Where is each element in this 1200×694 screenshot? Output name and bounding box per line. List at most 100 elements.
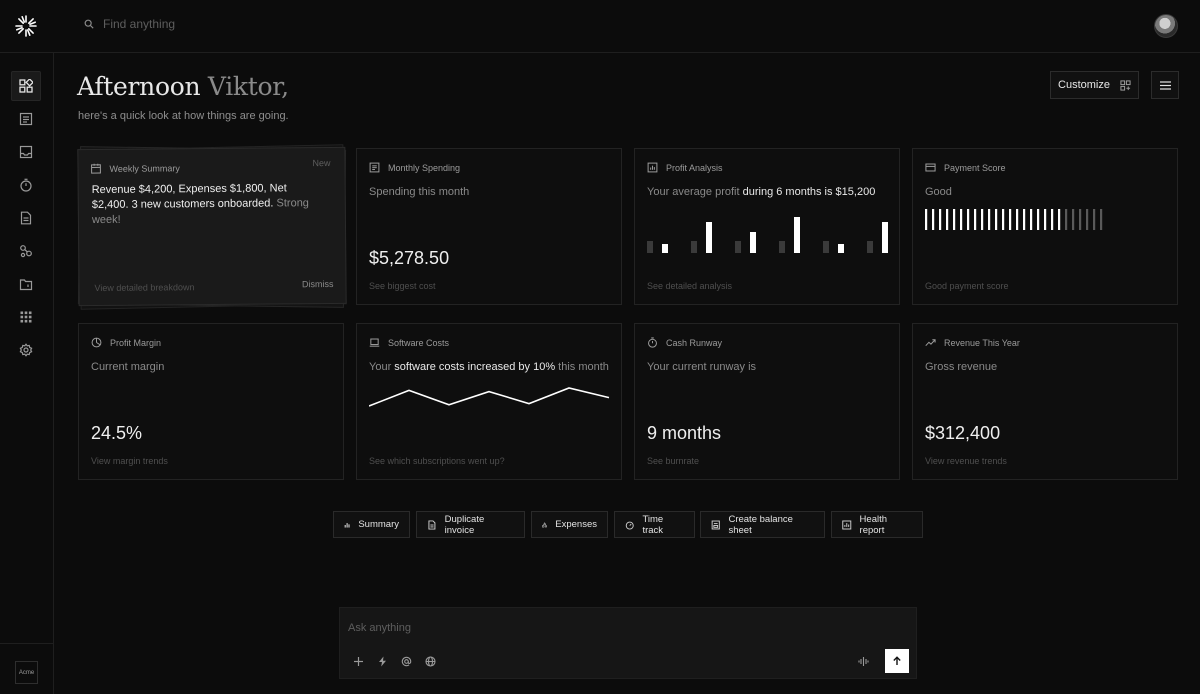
weekly-summary-card[interactable]: Weekly Summary New Revenue $4,200, Expen… <box>77 146 347 307</box>
profit-bar-previous <box>823 241 829 253</box>
send-button[interactable] <box>885 649 909 673</box>
quick-action-health-report[interactable]: Health report <box>831 511 923 538</box>
card-header: Software Costs <box>369 337 449 348</box>
at-sign-icon <box>401 656 411 666</box>
apps-icon <box>20 311 32 323</box>
vault-icon <box>19 279 33 291</box>
weekly-summary-text: Revenue $4,200, Expenses $1,800, Net $2,… <box>92 181 325 228</box>
customize-button[interactable]: Customize <box>1050 71 1139 99</box>
payment-score-card[interactable]: Payment Score Good Good payment score <box>912 148 1178 305</box>
menu-button[interactable] <box>1151 71 1179 99</box>
score-tick <box>939 209 942 230</box>
bar-chart-icon <box>344 522 350 528</box>
inbox-icon <box>19 145 33 159</box>
card-title: Profit Margin <box>110 337 162 348</box>
quick-action-balance-sheet[interactable]: Create balance sheet <box>700 511 825 538</box>
profit-bar-previous <box>735 241 741 253</box>
sidebar-item-tracker[interactable] <box>11 170 41 200</box>
card-link[interactable]: See biggest cost <box>369 281 436 291</box>
sidebar-item-apps[interactable] <box>11 302 41 332</box>
chip-label: Health report <box>859 513 888 536</box>
app-logo-icon[interactable] <box>14 14 38 38</box>
attach-button[interactable] <box>351 654 365 668</box>
ask-input[interactable] <box>348 622 848 634</box>
score-tick <box>1079 209 1082 230</box>
sidebar-item-dashboard[interactable] <box>11 71 41 101</box>
search-input[interactable] <box>103 17 403 31</box>
audio-wave-icon <box>857 656 869 666</box>
card-link[interactable]: See detailed analysis <box>647 281 733 291</box>
shortcuts-button[interactable] <box>375 654 389 668</box>
score-tick <box>988 209 991 230</box>
quick-action-summary[interactable]: Summary <box>333 511 410 538</box>
desc-part-a: Your average profit <box>647 186 740 198</box>
chip-label: Duplicate invoice <box>444 513 485 536</box>
view-breakdown-link[interactable]: View detailed breakdown <box>94 282 195 294</box>
timer-icon <box>625 521 634 530</box>
profit-bar-current <box>882 222 888 253</box>
score-tick <box>974 209 977 230</box>
user-avatar[interactable] <box>1154 14 1178 38</box>
summary-main: Revenue $4,200, Expenses $1,800, Net $2,… <box>91 182 287 212</box>
card-title: Profit Analysis <box>666 162 723 173</box>
profit-margin-card[interactable]: Profit Margin Current margin 24.5% View … <box>78 323 344 480</box>
chip-label: Create balance sheet <box>728 513 793 536</box>
score-tick <box>1009 209 1012 230</box>
profit-bar-current <box>838 244 844 253</box>
sidebar: Acme <box>0 53 54 694</box>
card-description: Your software costs increased by 10% thi… <box>369 360 609 375</box>
mention-button[interactable] <box>399 654 413 668</box>
calendar-icon <box>91 163 101 174</box>
chip-label: Expenses <box>555 519 597 530</box>
score-tick <box>967 209 970 230</box>
card-title: Cash Runway <box>666 337 723 348</box>
card-description: Your current runway is <box>647 361 757 373</box>
card-link[interactable]: Good payment score <box>925 281 1009 291</box>
sidebar-item-transactions[interactable] <box>11 104 41 134</box>
score-tick <box>946 209 949 230</box>
profit-bar-previous <box>779 241 785 253</box>
score-tick <box>953 209 956 230</box>
desc-part-b: software costs increased by 10% <box>394 361 556 373</box>
cash-runway-card[interactable]: Cash Runway Your current runway is 9 mon… <box>634 323 900 480</box>
sidebar-item-settings[interactable] <box>11 335 41 365</box>
profit-bar-chart <box>647 217 888 253</box>
card-description: Spending this month <box>369 186 470 198</box>
card-description: Your average profit during 6 months is $… <box>647 185 887 200</box>
sidebar-item-inbox[interactable] <box>11 137 41 167</box>
web-search-button[interactable] <box>423 654 437 668</box>
team-switcher[interactable]: Acme <box>15 661 38 684</box>
score-tick <box>1058 209 1061 230</box>
sidebar-item-vault[interactable] <box>11 269 41 299</box>
monthly-spending-card[interactable]: Monthly Spending Spending this month $5,… <box>356 148 622 305</box>
card-link[interactable]: View revenue trends <box>925 456 1007 466</box>
profit-analysis-card[interactable]: Profit Analysis Your average profit duri… <box>634 148 900 305</box>
search-bar <box>84 17 403 31</box>
voice-button[interactable] <box>856 654 870 668</box>
score-tick <box>1023 209 1026 230</box>
card-link[interactable]: See burnrate <box>647 456 700 466</box>
quick-action-time-track[interactable]: Time track <box>614 511 695 538</box>
card-title: Revenue This Year <box>944 337 1020 348</box>
card-link[interactable]: View margin trends <box>91 456 168 466</box>
hamburger-icon <box>1159 80 1171 90</box>
score-tick <box>932 209 935 230</box>
search-icon <box>84 19 94 29</box>
card-value: $312,400 <box>925 423 1001 443</box>
page-title: Afternoon Viktor, <box>77 72 289 101</box>
document-icon <box>428 519 436 530</box>
card-header: Revenue This Year <box>925 337 1020 348</box>
report-icon <box>842 520 852 529</box>
sidebar-item-customers[interactable] <box>11 236 41 266</box>
software-costs-card[interactable]: Software Costs Your software costs incre… <box>356 323 622 480</box>
desc-part-a: Your <box>369 361 392 373</box>
quick-action-duplicate-invoice[interactable]: Duplicate invoice <box>416 511 525 538</box>
quick-action-expenses[interactable]: Expenses <box>531 511 608 538</box>
revenue-year-card[interactable]: Revenue This Year Gross revenue $312,400… <box>912 323 1178 480</box>
card-value: $5,278.50 <box>369 248 450 268</box>
dismiss-button[interactable]: Dismiss <box>301 278 334 290</box>
pie-chart-icon <box>91 337 102 348</box>
sidebar-item-invoices[interactable] <box>11 203 41 233</box>
card-title: Payment Score <box>944 162 1006 173</box>
card-link[interactable]: See which subscriptions went up? <box>369 456 505 466</box>
